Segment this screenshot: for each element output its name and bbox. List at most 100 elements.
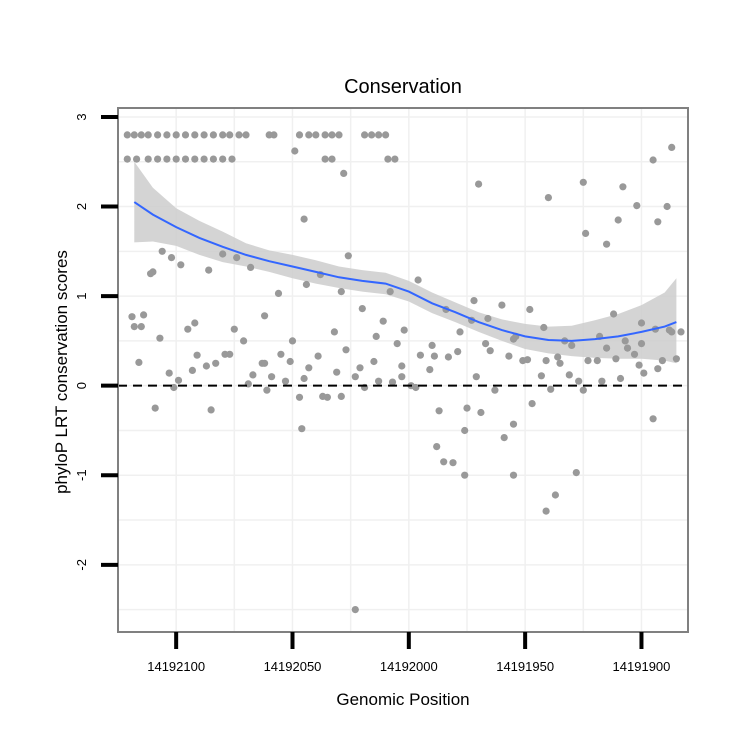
- data-point: [358, 305, 366, 313]
- data-point: [649, 156, 657, 164]
- data-point: [668, 328, 676, 336]
- data-point: [330, 328, 338, 336]
- data-point: [509, 335, 518, 343]
- x-axis-label: Genomic Position: [336, 690, 469, 709]
- data-point: [305, 364, 313, 372]
- data-point: [482, 340, 490, 348]
- confidence-band: [134, 161, 677, 364]
- data-point: [333, 368, 341, 376]
- data-point: [261, 312, 269, 320]
- data-point: [461, 426, 469, 435]
- data-point: [579, 178, 587, 186]
- y-tick-label: -1: [74, 469, 89, 481]
- data-point: [610, 310, 618, 318]
- data-point: [135, 358, 143, 366]
- data-point: [544, 194, 553, 202]
- data-point: [156, 334, 164, 342]
- data-point: [672, 355, 681, 363]
- data-point: [393, 340, 401, 348]
- smooth-curve: [133, 201, 677, 342]
- data-point: [461, 471, 469, 479]
- data-point: [140, 311, 148, 319]
- data-point: [400, 326, 408, 334]
- data-point: [603, 240, 611, 248]
- data-point: [205, 266, 213, 274]
- data-point: [321, 155, 329, 163]
- data-point: [398, 373, 406, 381]
- data-point: [616, 374, 625, 383]
- data-point: [193, 351, 201, 359]
- data-point: [635, 361, 643, 369]
- data-point: [270, 131, 278, 139]
- data-point: [249, 371, 257, 379]
- x-tick-label: 14192100: [147, 659, 205, 674]
- data-point: [233, 254, 241, 262]
- data-point: [344, 252, 352, 260]
- data-point: [426, 366, 434, 374]
- data-point: [621, 337, 629, 345]
- data-point: [337, 392, 345, 400]
- data-point: [277, 350, 285, 358]
- data-point: [261, 359, 269, 367]
- data-point: [568, 341, 576, 349]
- data-point: [268, 373, 276, 381]
- data-point: [412, 383, 420, 392]
- data-point: [351, 606, 359, 614]
- data-point: [128, 313, 136, 321]
- data-point: [361, 131, 369, 139]
- data-point: [300, 215, 308, 223]
- data-point: [240, 337, 248, 345]
- data-point: [356, 364, 364, 372]
- data-point: [351, 373, 359, 381]
- data-point: [130, 323, 138, 331]
- data-point: [654, 218, 662, 226]
- data-point: [416, 351, 424, 359]
- data-point: [454, 348, 462, 356]
- data-point: [226, 131, 234, 139]
- data-point: [212, 359, 220, 367]
- data-point: [551, 491, 560, 499]
- data-point: [219, 131, 227, 139]
- data-point: [612, 355, 620, 363]
- data-point: [542, 357, 550, 365]
- data-point: [382, 131, 390, 139]
- data-point: [614, 216, 622, 224]
- data-point: [579, 386, 587, 394]
- data-point: [572, 469, 580, 477]
- data-point: [433, 443, 441, 451]
- data-point: [200, 155, 208, 163]
- data-point: [319, 392, 327, 400]
- data-point: [151, 404, 159, 412]
- data-point: [486, 347, 494, 355]
- data-point: [207, 406, 215, 414]
- data-point: [314, 352, 322, 360]
- data-point: [375, 377, 383, 385]
- data-point: [668, 143, 676, 151]
- data-point: [337, 288, 345, 296]
- data-point: [663, 202, 671, 211]
- data-point: [133, 155, 141, 163]
- chart-title: Conservation: [344, 76, 462, 98]
- data-point: [188, 366, 196, 374]
- data-point: [177, 261, 185, 269]
- data-point: [144, 155, 152, 163]
- data-point: [498, 301, 506, 309]
- confidence-band-area: [134, 161, 677, 364]
- data-point: [509, 420, 518, 428]
- data-point: [565, 371, 573, 379]
- data-point: [340, 169, 348, 177]
- data-point: [123, 131, 131, 139]
- data-point: [328, 155, 336, 163]
- x-axis: 14192100 14192050 14192000 14191950 14191900: [147, 632, 670, 674]
- data-point: [440, 458, 448, 466]
- data-point: [137, 323, 145, 331]
- data-point: [172, 155, 180, 163]
- data-point: [414, 276, 422, 284]
- data-point: [505, 352, 513, 360]
- data-point: [428, 341, 436, 349]
- data-point: [130, 131, 138, 139]
- data-point: [209, 131, 217, 139]
- data-point: [172, 131, 180, 139]
- data-point: [677, 328, 685, 336]
